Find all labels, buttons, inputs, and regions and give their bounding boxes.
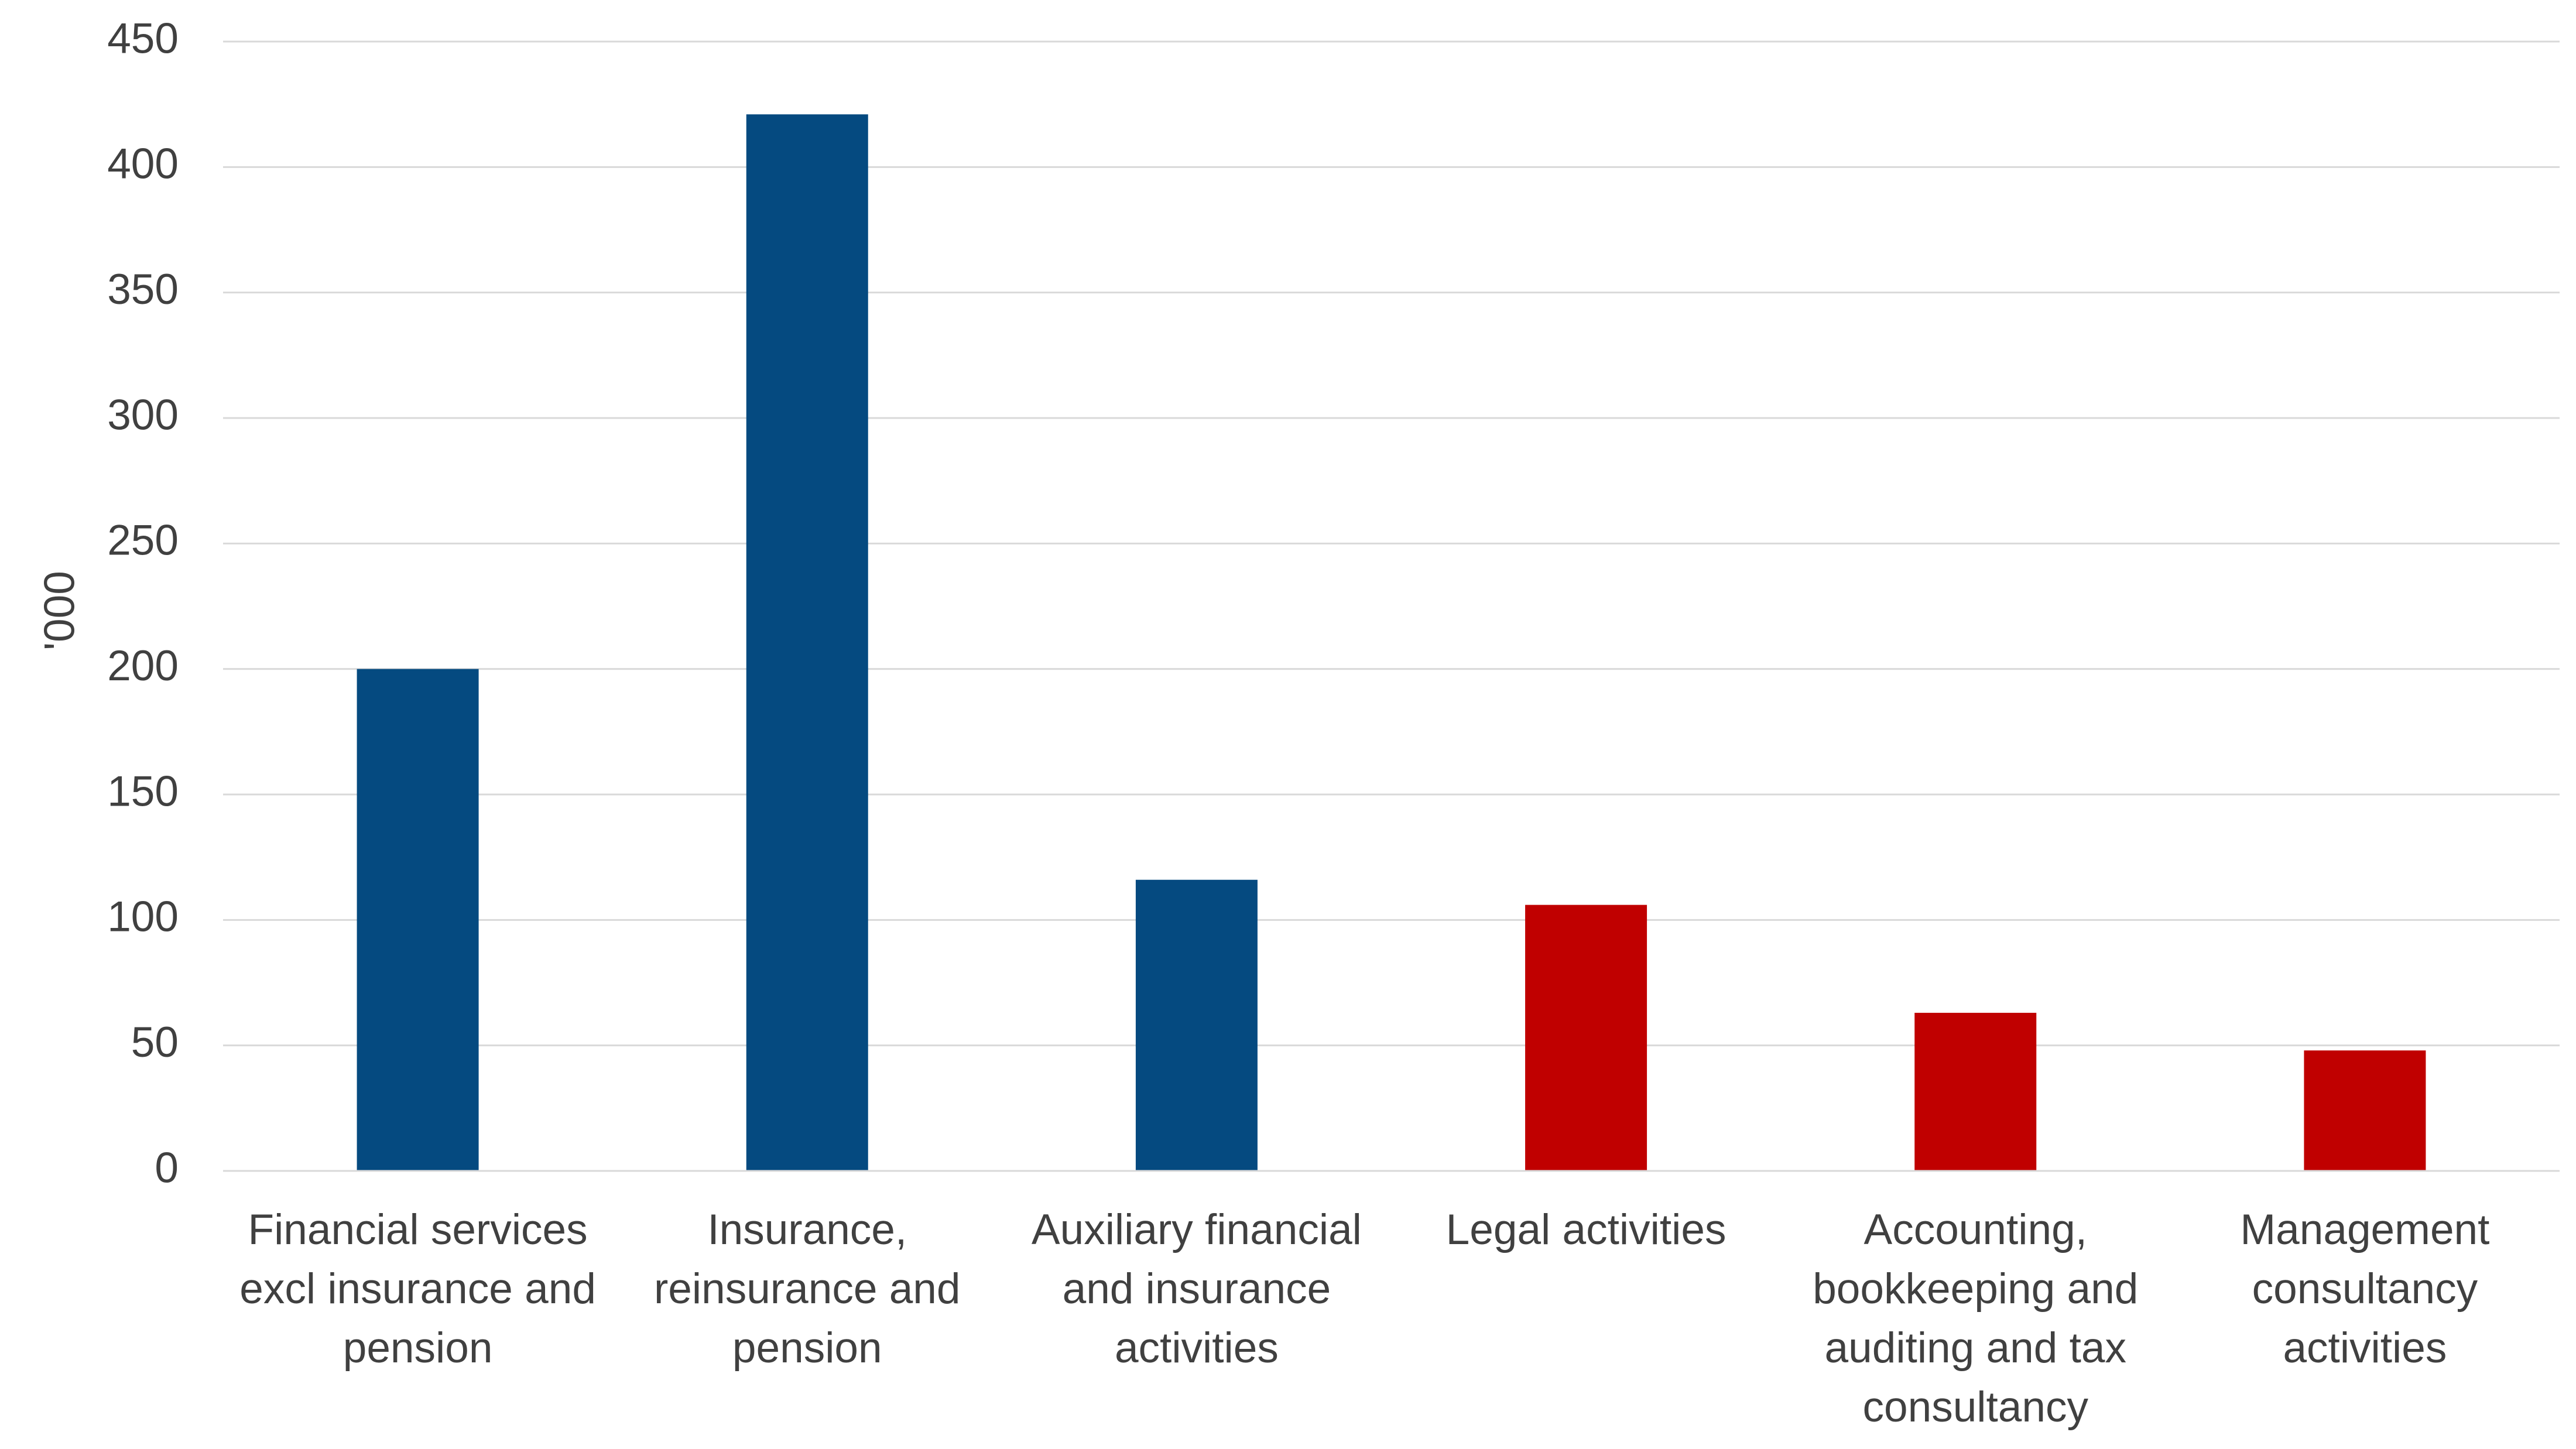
bar: [1135, 879, 1258, 1171]
y-tick-label: 250: [107, 517, 179, 564]
bar: [2304, 1050, 2426, 1171]
y-tick-label: 0: [155, 1144, 179, 1191]
bar: [1525, 905, 1647, 1171]
y-tick-label: 450: [107, 15, 179, 62]
bar: [1914, 1012, 2037, 1171]
x-tick-label: Management consultancy activities: [2240, 1206, 2490, 1372]
x-tick-label: Insurance, reinsurance and pension: [653, 1206, 961, 1372]
y-tick-label: 300: [107, 391, 179, 439]
y-tick-label: 150: [107, 768, 179, 815]
y-tick-label: 50: [131, 1019, 179, 1066]
y-axis-label: '000: [36, 571, 83, 650]
y-tick-label: 200: [107, 642, 179, 690]
x-tick-label: Financial services excl insurance and pe…: [239, 1206, 596, 1372]
bar: [746, 114, 868, 1171]
y-tick-label: 400: [107, 141, 179, 188]
x-tick-label: Accounting, bookkeeping and auditing and…: [1813, 1206, 2139, 1431]
x-tick-label: Auxiliary financial and insurance activi…: [1031, 1206, 1362, 1372]
bar: [357, 669, 479, 1171]
x-tick-label: Legal activities: [1445, 1206, 1727, 1253]
y-tick-label: 350: [107, 266, 179, 313]
y-tick-label: 100: [107, 893, 179, 941]
